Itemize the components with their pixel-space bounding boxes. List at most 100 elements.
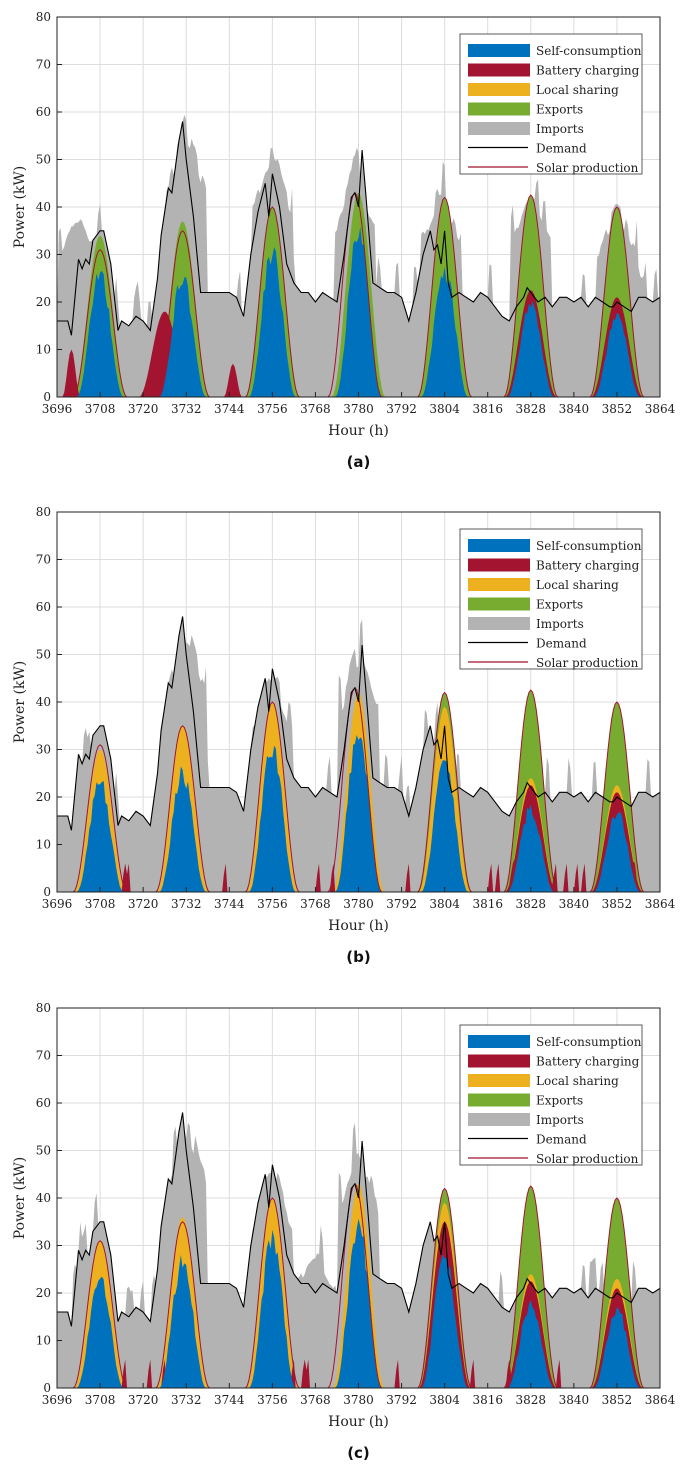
demand-line	[57, 121, 660, 336]
legend-swatch-imports	[468, 1113, 530, 1126]
y-tick-label: 20	[36, 790, 51, 804]
x-tick-label: 3840	[559, 897, 590, 911]
x-tick-label: 3828	[516, 897, 547, 911]
legend-swatch-exports	[468, 102, 530, 116]
x-tick-label: 3708	[85, 402, 116, 416]
y-axis-label: Power (kW)	[12, 661, 28, 744]
y-tick-label: 30	[36, 248, 51, 262]
legend-swatch-self-consumption	[468, 539, 530, 552]
legend-swatch-exports	[468, 597, 530, 611]
plot-area	[57, 1112, 660, 1388]
legend-swatch-imports	[468, 122, 530, 135]
x-tick-label: 3840	[559, 402, 590, 416]
x-tick-label: 3828	[516, 1393, 547, 1407]
y-tick-label: 80	[36, 10, 51, 24]
y-tick-label: 0	[43, 885, 51, 899]
x-tick-label: 3780	[343, 897, 374, 911]
legend-swatch-self-consumption	[468, 1035, 530, 1048]
legend-swatch-local-sharing	[468, 83, 530, 96]
panel-label: (c)	[347, 1444, 370, 1462]
legend-label-battery-charging: Battery charging	[536, 1055, 640, 1069]
x-tick-label: 3720	[128, 1393, 159, 1407]
x-tick-label: 3816	[472, 1393, 503, 1407]
legend-label-battery-charging: Battery charging	[536, 559, 640, 573]
x-tick-label: 3816	[472, 897, 503, 911]
legend-label-exports: Exports	[536, 1094, 583, 1108]
legend-label-exports: Exports	[536, 598, 583, 612]
x-tick-label: 3804	[429, 402, 460, 416]
x-tick-label: 3744	[214, 1393, 245, 1407]
x-tick-label: 3864	[645, 1393, 676, 1407]
legend-label-self-consumption: Self-consumption	[536, 539, 642, 553]
self-consumption-area	[57, 734, 660, 892]
y-tick-label: 60	[36, 1096, 51, 1110]
y-tick-label: 20	[36, 295, 51, 309]
x-tick-label: 3708	[85, 1393, 116, 1407]
y-tick-label: 0	[43, 1381, 51, 1395]
y-tick-label: 70	[36, 1049, 51, 1063]
x-tick-label: 3708	[85, 897, 116, 911]
x-tick-label: 3696	[42, 897, 73, 911]
legend-label-imports: Imports	[536, 1113, 584, 1127]
battery-charging-area	[57, 1221, 660, 1388]
y-axis-label: Power (kW)	[12, 166, 28, 249]
demand-line	[57, 1112, 660, 1327]
legend-swatch-local-sharing	[468, 1074, 530, 1087]
x-tick-label: 3864	[645, 402, 676, 416]
x-tick-label: 3732	[171, 897, 202, 911]
legend-label-demand: Demand	[536, 637, 587, 651]
legend-swatch-imports	[468, 617, 530, 630]
x-tick-label: 3720	[128, 897, 159, 911]
legend-swatch-battery-charging	[468, 63, 530, 77]
x-tick-label: 3756	[257, 897, 288, 911]
y-tick-label: 0	[43, 390, 51, 404]
x-tick-label: 3696	[42, 402, 73, 416]
x-tick-label: 3756	[257, 1393, 288, 1407]
legend-label-solar-production: Solar production	[536, 161, 639, 175]
panel-label: (b)	[346, 948, 370, 966]
y-tick-label: 70	[36, 553, 51, 567]
legend-label-imports: Imports	[536, 617, 584, 631]
legend-label-local-sharing: Local sharing	[536, 83, 619, 97]
x-axis-label: Hour (h)	[328, 1414, 389, 1430]
x-tick-label: 3804	[429, 897, 460, 911]
legend-swatch-battery-charging	[468, 1054, 530, 1068]
panel-label: (a)	[347, 453, 371, 471]
x-tick-label: 3780	[343, 1393, 374, 1407]
y-axis-label: Power (kW)	[12, 1157, 28, 1240]
legend-label-self-consumption: Self-consumption	[536, 44, 642, 58]
plot-area	[57, 616, 660, 892]
x-tick-label: 3852	[602, 1393, 633, 1407]
x-tick-label: 3732	[171, 1393, 202, 1407]
self-consumption-area	[57, 1218, 660, 1388]
x-tick-label: 3792	[386, 897, 417, 911]
y-tick-label: 10	[36, 838, 51, 852]
legend-label-demand: Demand	[536, 1133, 587, 1147]
x-tick-label: 3768	[300, 897, 331, 911]
x-tick-label: 3744	[214, 402, 245, 416]
y-tick-label: 10	[36, 343, 51, 357]
y-tick-label: 70	[36, 58, 51, 72]
legend-swatch-exports	[468, 1093, 530, 1107]
x-tick-label: 3768	[300, 402, 331, 416]
y-tick-label: 30	[36, 1239, 51, 1253]
y-tick-label: 50	[36, 153, 51, 167]
y-tick-label: 10	[36, 1334, 51, 1348]
x-tick-label: 3792	[386, 1393, 417, 1407]
legend-swatch-local-sharing	[468, 578, 530, 591]
x-tick-label: 3720	[128, 402, 159, 416]
x-tick-label: 3768	[300, 1393, 331, 1407]
y-tick-label: 80	[36, 505, 51, 519]
x-tick-label: 3864	[645, 897, 676, 911]
self-consumption-area	[57, 226, 660, 397]
y-tick-label: 20	[36, 1286, 51, 1300]
legend-label-self-consumption: Self-consumption	[536, 1035, 642, 1049]
legend-label-imports: Imports	[536, 122, 584, 136]
legend-label-local-sharing: Local sharing	[536, 1074, 619, 1088]
legend: Self-consumption Battery charging Local sh…	[459, 1024, 643, 1166]
x-tick-label: 3852	[602, 897, 633, 911]
y-tick-label: 60	[36, 600, 51, 614]
y-tick-label: 40	[36, 1191, 51, 1205]
x-tick-label: 3696	[42, 1393, 73, 1407]
